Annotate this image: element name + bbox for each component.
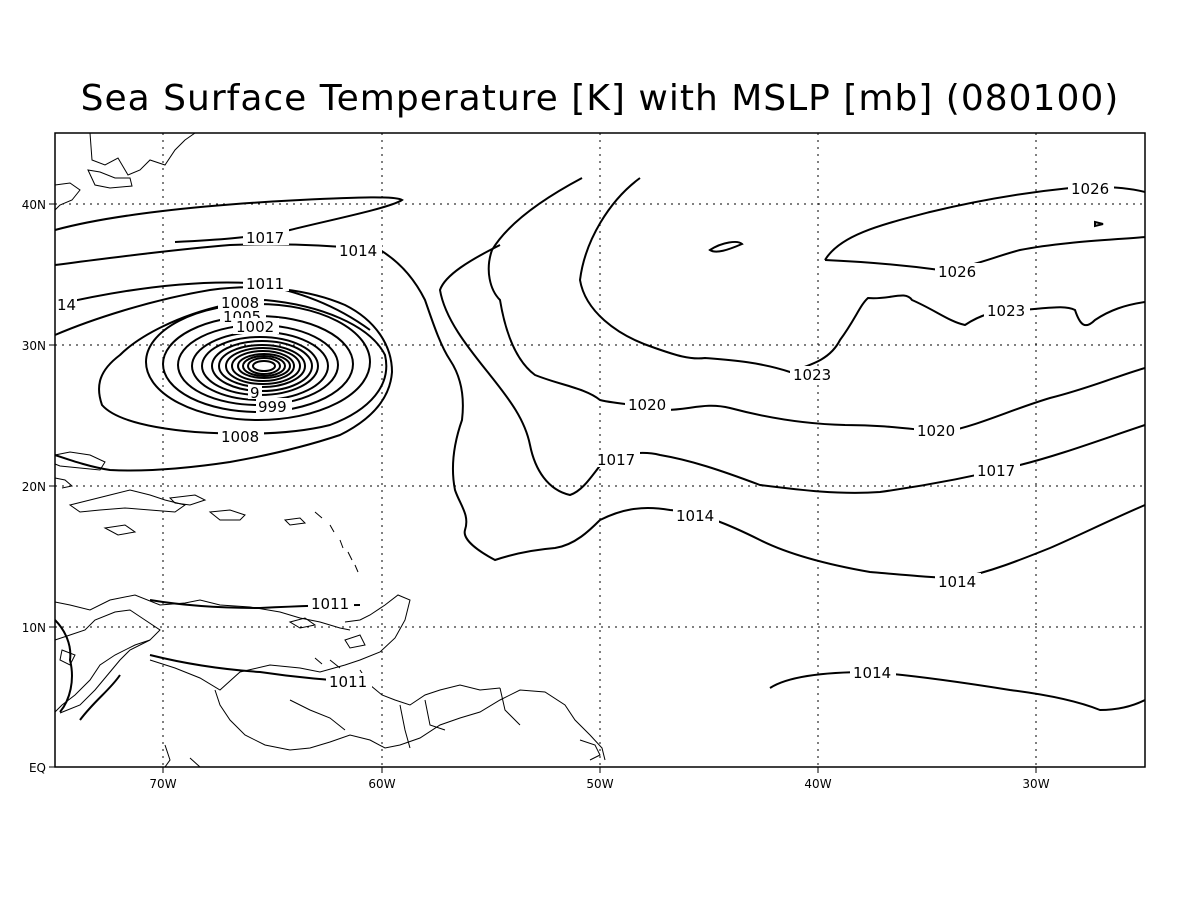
contour-label: 1011 bbox=[329, 673, 367, 691]
contour-label: 1014 bbox=[938, 573, 976, 591]
contour-label: 1011 bbox=[311, 595, 349, 613]
contour-label: 1008 bbox=[221, 294, 259, 312]
map-title: Sea Surface Temperature [K] with MSLP [m… bbox=[80, 78, 1120, 119]
contour-label: 1026 bbox=[938, 263, 976, 281]
x-tick-label: 30W bbox=[1022, 777, 1049, 791]
contour-label: 1020 bbox=[917, 422, 955, 440]
x-tick-label: 70W bbox=[149, 777, 176, 791]
x-tick-label: 50W bbox=[586, 777, 613, 791]
contour-label: 9 bbox=[250, 384, 260, 402]
contour-label: 1014 bbox=[676, 507, 714, 525]
contour-label: 1002 bbox=[236, 318, 274, 336]
contour-label: 1023 bbox=[793, 366, 831, 384]
y-tick-label: EQ bbox=[29, 761, 46, 775]
y-axis-labels: 40N 30N 20N 10N EQ bbox=[22, 198, 46, 775]
y-tick-label: 30N bbox=[22, 339, 46, 353]
coastlines bbox=[54, 132, 606, 768]
x-tick-label: 60W bbox=[368, 777, 395, 791]
contour-label: 1008 bbox=[221, 428, 259, 446]
contour-label: 999 bbox=[258, 398, 287, 416]
x-tick-label: 40W bbox=[804, 777, 831, 791]
y-tick-label: 40N bbox=[22, 198, 46, 212]
contour-label: 1023 bbox=[987, 302, 1025, 320]
x-axis-labels: 70W 60W 50W 40W 30W bbox=[149, 777, 1049, 791]
contour-label: 1014 bbox=[853, 664, 891, 682]
contour-label: 1011 bbox=[246, 275, 284, 293]
contour-label: 1026 bbox=[1071, 180, 1109, 198]
contour-label: 1017 bbox=[597, 451, 635, 469]
y-tick-label: 10N bbox=[22, 621, 46, 635]
contour-label: 1020 bbox=[628, 396, 666, 414]
contour-label: 1017 bbox=[246, 229, 284, 247]
contour-labels: 1026 1026 1023 1023 1020 1020 1017 1017 … bbox=[55, 180, 1114, 691]
contour-label: 1017 bbox=[977, 462, 1015, 480]
contour-label: 14 bbox=[57, 296, 76, 314]
gridlines bbox=[55, 133, 1145, 767]
tick-marks bbox=[49, 203, 1037, 773]
y-tick-label: 20N bbox=[22, 480, 46, 494]
contour-label: 1014 bbox=[339, 242, 377, 260]
